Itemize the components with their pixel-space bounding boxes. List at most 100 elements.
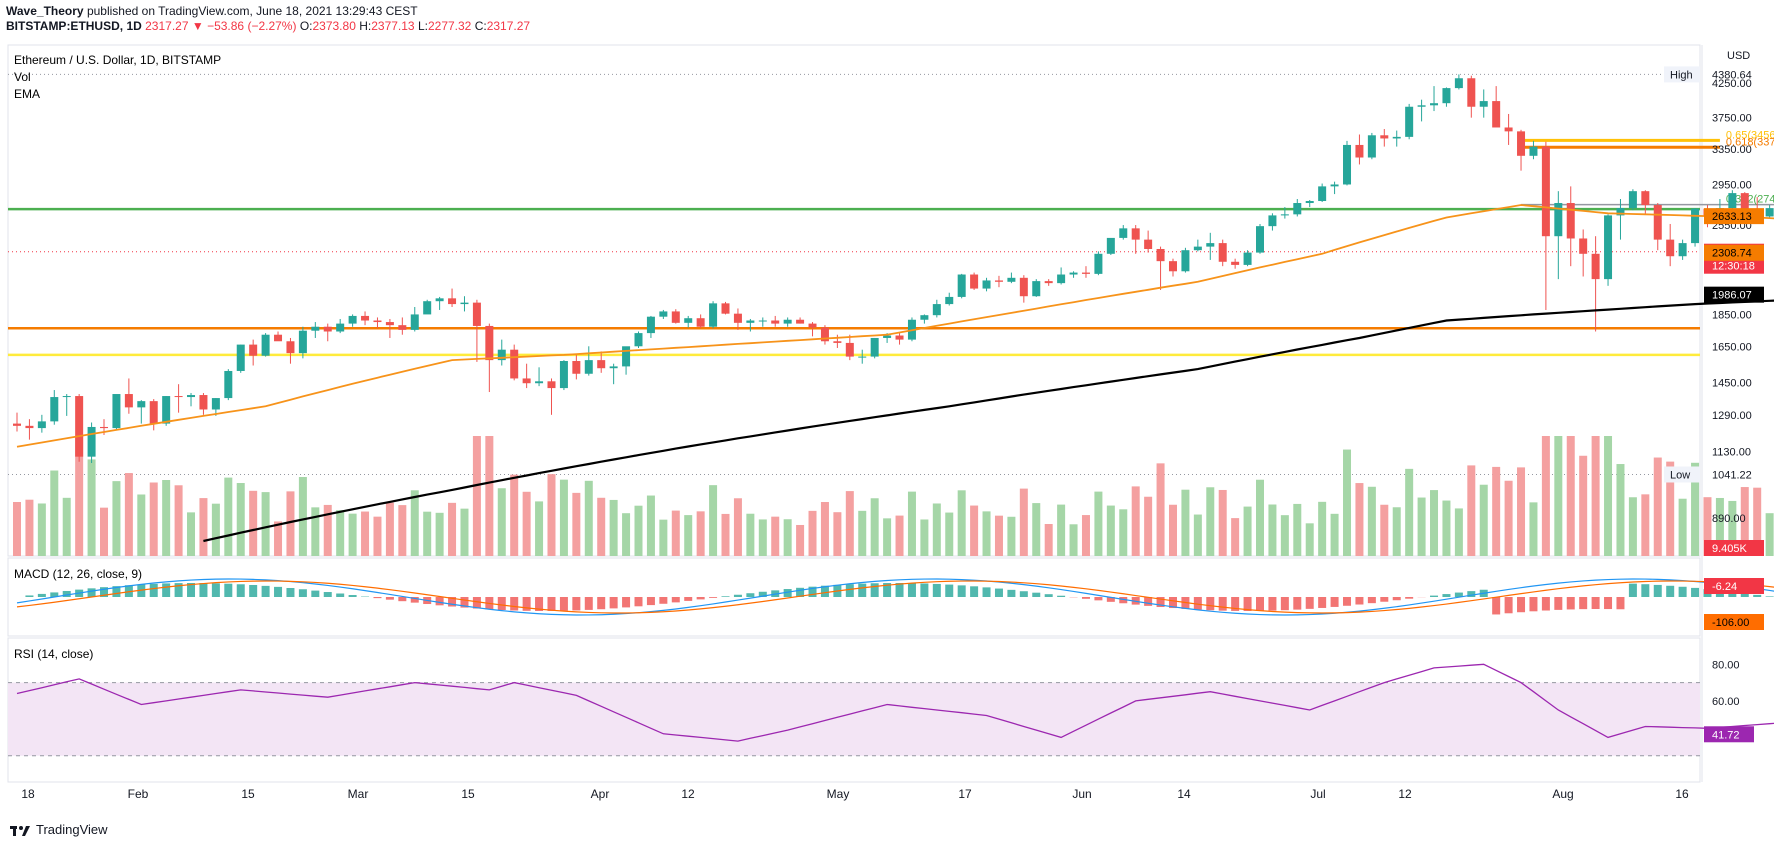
volume-bar [472,436,481,556]
published-info: published on TradingView.com, June 18, 2… [86,4,418,18]
candle-body [1467,78,1476,107]
macd-hist-bar [398,597,407,602]
volume-bar [1044,524,1053,556]
volume-bar [1405,468,1414,556]
macd-hist-bar [1193,597,1202,610]
macd-label: -106.00 [1712,617,1749,629]
volume-bar [1765,513,1774,556]
macd-hist-bar [1392,597,1401,601]
volume-bar [50,470,59,556]
volume-bar [1019,488,1028,556]
candle-body [199,395,208,410]
macd-hist-bar [236,584,245,597]
volume-bar [634,505,643,556]
price-label: 2633.13 [1712,211,1752,223]
candle-body [1740,193,1749,211]
volume-bar [920,519,929,556]
macd-hist-bar [696,597,705,600]
candle-body [721,303,730,314]
volume-bar [646,495,655,556]
symbol-label: BITSTAMP:ETHUSD, 1D [6,19,142,33]
rsi-tick-label: 60.00 [1712,696,1740,708]
chart-legend: Ethereum / U.S. Dollar, 1D, BITSTAMP Vol… [14,53,221,661]
low-value: 2277.32 [427,19,472,33]
candle-body [410,314,419,330]
volume-bar [62,497,71,556]
candle-body [1529,146,1538,156]
macd-hist-bar [1119,597,1128,604]
candle-body [957,274,966,297]
macd-hist-bar [50,592,59,597]
y-tick-label: 3750.00 [1712,113,1752,125]
author-name[interactable]: Wave_Theory [6,4,84,18]
x-tick-label: Apr [591,787,610,801]
candle-body [1206,243,1215,247]
volume-bar [671,510,680,556]
volume-bar [982,511,991,556]
high-label: H: [359,19,372,33]
candle-body [87,426,96,457]
candle-body [497,349,506,361]
candle-body [1181,250,1190,272]
candle-body [547,381,556,389]
volume-bar [1181,489,1190,556]
candle-body [1293,203,1302,215]
macd-hist-bar [671,597,680,603]
macd-hist-bar [758,591,767,597]
candle-body [858,356,867,358]
volume-bar [1168,504,1177,556]
macd-hist-bar [970,586,979,597]
candle-body [373,320,382,323]
volume-bar [112,481,121,556]
macd-hist-bar [373,597,382,599]
volume-bar [1318,501,1327,556]
volume-bar [758,519,767,556]
macd-hist-bar [1641,584,1650,597]
candle-body [1168,261,1177,272]
volume-bar [373,516,382,556]
macd-hist-bar [25,595,34,597]
volume-bar [771,516,780,556]
candle-body [982,280,991,289]
candle-body [1628,191,1637,209]
volume-bar [298,476,307,556]
legend-macd: MACD (12, 26, close, 9) [14,567,142,581]
candle-body [845,342,854,357]
macd-hist-bar [634,597,643,607]
candle-body [298,330,307,354]
volume-bar [435,512,444,556]
candle-body [1019,277,1028,297]
candle-body [1392,136,1401,139]
candle-body [584,360,593,374]
signal-line [16,580,1774,614]
macd-hist-bar [1144,597,1153,606]
macd-hist-bar [311,590,320,597]
volume-bar [1529,502,1538,556]
macd-hist-bar [298,589,307,597]
ema-long-line [203,299,1774,543]
volume-bar [522,491,531,556]
volume-bar [559,479,568,556]
volume-bar [1628,497,1637,556]
candle-body [1653,205,1662,240]
price-label: 1986.07 [1712,290,1752,302]
x-tick-label: May [827,787,850,801]
candle-body [137,401,146,408]
macd-hist-bar [1355,597,1364,605]
candle-body [535,381,544,384]
candle-body [1492,101,1501,128]
macd-hist-bar [1367,597,1376,604]
candle-body [1367,135,1376,158]
brand-name[interactable]: TradingView [36,822,108,837]
candle-body [1517,131,1526,156]
macd-hist-bar [572,597,581,611]
candle-body [758,320,767,322]
volume-bar [323,504,332,556]
marker-prefix: High [1670,69,1693,81]
volume-bar [1131,486,1140,556]
candle-body [25,425,34,429]
volume-bar [162,480,171,556]
volume-bar [1541,436,1550,556]
candle-body [13,423,21,426]
